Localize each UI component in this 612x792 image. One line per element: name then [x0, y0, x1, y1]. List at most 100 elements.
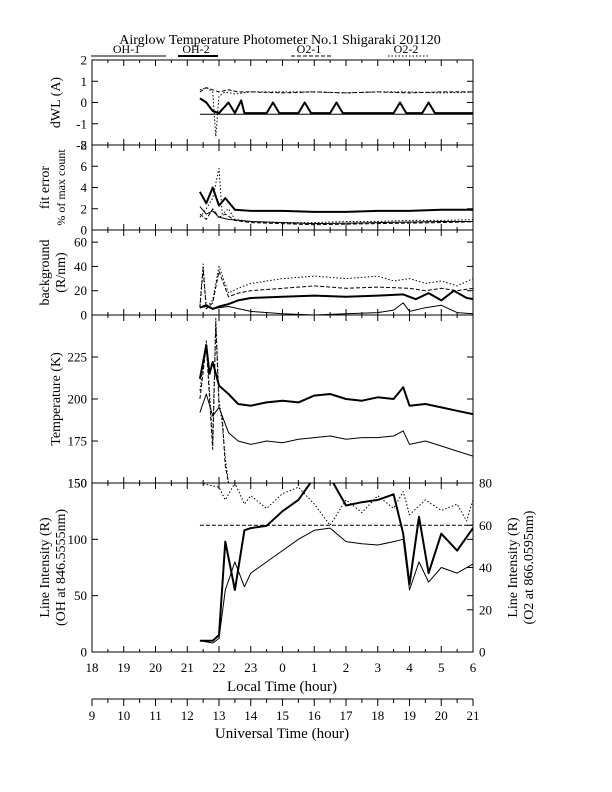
x-ut-tick-label: 20 [435, 708, 448, 723]
panel-frame-dwl [91, 59, 474, 146]
y-axis-label-line2: (R/nm) [54, 252, 69, 293]
y-tick-label: 4 [81, 180, 88, 195]
legend-label-o2-1: O2-1 [297, 42, 322, 56]
series-oh-2-dwl [199, 97, 473, 115]
y-tick-label: 225 [68, 350, 88, 365]
y-axis-label: dWL (A) [49, 77, 64, 129]
panel-dwl: -2 -1 0 1 2 dWL (A) [49, 53, 474, 153]
x-local-tick-label: 6 [470, 660, 477, 675]
series-o2-2-bg [199, 263, 473, 309]
panel-frame-fit [91, 144, 474, 231]
y-axis-label: Temperature (K) [49, 352, 64, 446]
legend-label-o2-2: O2-2 [394, 42, 419, 56]
series-group-fit [199, 167, 473, 226]
series-o2-1-bg [199, 268, 473, 310]
y2-tick-label: 40 [479, 560, 492, 575]
x-local-tick-label: 1 [311, 660, 318, 675]
y-axis-label: Line Intensity (R) [38, 517, 53, 618]
series-o2-2-int [199, 483, 473, 526]
y2-tick-label: 80 [479, 476, 492, 491]
panel-temp: 150 175 200 225 Temperature (K) [49, 314, 474, 491]
y-tick-label: 200 [68, 392, 88, 407]
x-local-tick-label: 0 [279, 660, 286, 675]
series-oh-1-bg [199, 302, 473, 315]
panel-frame-int [91, 482, 474, 653]
x-local-tick-label: 22 [213, 660, 226, 675]
y-axis-label: fit error [38, 166, 53, 209]
panel-frame-bg [91, 229, 474, 316]
x-ut-tick-label: 18 [371, 708, 384, 723]
y-tick-label: 0 [81, 308, 88, 323]
x-local-tick-label: 18 [86, 660, 99, 675]
x-ut-tick-label: 17 [340, 708, 354, 723]
y2-tick-label: 60 [479, 518, 492, 533]
series-oh-2-fit [199, 186, 473, 213]
series-oh-2-bg [199, 289, 473, 310]
x-ut-axis-label: Universal Time (hour) [215, 726, 349, 742]
x-local-tick-label: 20 [149, 660, 162, 675]
y-axis-label-line2: % of max count [54, 149, 68, 226]
y-tick-label: 100 [68, 532, 88, 547]
x-local-axis-label: Local Time (hour) [227, 679, 337, 695]
series-o2-2-dwl [199, 87, 473, 137]
x-local-tick-label: 4 [406, 660, 413, 675]
x-ut-tick-label: 16 [308, 708, 322, 723]
y-axis-label-line2: (OH at 846.5555nm) [54, 509, 69, 626]
series-oh-2-temp [198, 344, 473, 416]
x-local-tick-label: 21 [181, 660, 194, 675]
y-tick-label: -2 [76, 138, 87, 153]
x-ut-tick-label: 9 [89, 708, 96, 723]
series-group-bg [199, 263, 473, 315]
legend-label-oh-2: OH-2 [182, 42, 209, 56]
y-tick-label: 8 [81, 138, 88, 153]
y2-axis-label: Line Intensity (R) [506, 517, 521, 618]
x-local-tick-label: 23 [244, 660, 257, 675]
series-oh-1-temp [199, 393, 473, 457]
y-tick-label: 2 [81, 53, 88, 68]
series-oh-2-int [199, 483, 473, 642]
x-local-tick-label: 19 [117, 660, 130, 675]
x-ut-tick-label: 13 [213, 708, 226, 723]
series-o2-1-temp [199, 322, 229, 483]
series-group-temp [198, 317, 473, 483]
y-tick-label: 0 [81, 223, 88, 238]
x-ut-tick-label: 19 [403, 708, 416, 723]
x-local-tick-label: 2 [343, 660, 350, 675]
y-tick-label: 0 [81, 645, 88, 660]
x-ut-tick-label: 10 [117, 708, 130, 723]
x-local-tick-label: 3 [375, 660, 382, 675]
y2-axis-label-line2: (O2 at 866.0595nm) [522, 510, 537, 624]
panel-fit: 0 2 4 6 8 fit error% of max count [38, 138, 474, 238]
series-group-dwl [199, 87, 473, 137]
y-tick-label: 150 [68, 476, 88, 491]
series-o2-2-temp [199, 317, 229, 483]
y2-tick-label: 0 [479, 645, 486, 660]
x-ut-tick-label: 14 [244, 708, 258, 723]
series-o2-2-fit [199, 167, 473, 224]
panel-bg: 0 20 40 60 background (R/nm) [38, 229, 474, 323]
series-oh-1-int [199, 527, 473, 644]
x-ut-tick-label: 11 [149, 708, 162, 723]
plot-panels: -2 -1 0 1 2 dWL (A) 0 2 4 6 8 fit error% of max cou… [38, 53, 537, 660]
series-o2-1-dwl [199, 87, 473, 94]
x-ut-tick-label: 21 [467, 708, 480, 723]
y-tick-label: 40 [74, 259, 87, 274]
y-tick-label: 175 [68, 434, 88, 449]
y-tick-label: 150 [68, 476, 88, 491]
y-tick-label: -1 [76, 116, 87, 131]
y2-tick-label: 20 [479, 602, 492, 617]
y-tick-label: 6 [81, 159, 88, 174]
chart-title: Airglow Temperature Photometer No.1 Shig… [119, 33, 440, 48]
legend-label-oh-1: OH-1 [113, 42, 140, 56]
series-group-int [199, 483, 473, 644]
y-tick-label: 20 [74, 283, 87, 298]
y-axis-label: background [38, 239, 53, 305]
x-ut-tick-label: 15 [276, 708, 289, 723]
y-tick-label: 1 [81, 74, 88, 89]
x-local-tick-label: 5 [438, 660, 445, 675]
x-ut-tick-label: 12 [181, 708, 194, 723]
series-o2-1-fit [199, 208, 473, 226]
